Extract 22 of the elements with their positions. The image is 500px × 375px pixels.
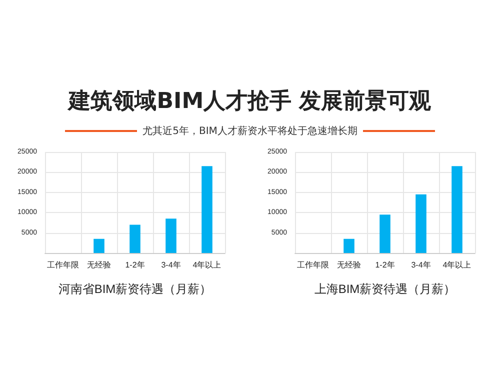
- x-tick-label: 4年以上: [192, 260, 222, 270]
- x-tick-label: 工作年限: [47, 260, 79, 270]
- x-tick-label: 4年以上: [442, 260, 472, 270]
- x-tick-label: 无经验: [87, 260, 111, 270]
- bar: [202, 166, 212, 253]
- bar: [416, 194, 426, 253]
- x-axis-title: 河南省BIM薪资待遇（月薪）: [58, 282, 212, 296]
- x-tick-label: 无经验: [337, 260, 361, 270]
- x-axis-title: 上海BIM薪资待遇（月薪）: [314, 282, 456, 296]
- x-tick-label: 3-4年: [161, 260, 181, 270]
- chart-title: 建筑领域BIM人才抢手 发展前景可观: [66, 88, 432, 116]
- x-tick-label: 1-2年: [125, 260, 145, 270]
- bar: [344, 238, 354, 253]
- x-tick-label: 1-2年: [375, 260, 395, 270]
- bar: [452, 166, 462, 253]
- bar: [94, 238, 104, 253]
- text: 尤其近5年，BIM人才薪资水平将处于急速增长期: [142, 124, 358, 138]
- bar: [130, 224, 140, 253]
- bar: [166, 218, 176, 253]
- x-tick-label: 工作年限: [297, 260, 329, 270]
- bar: [380, 214, 390, 253]
- x-tick-label: 3-4年: [411, 260, 431, 270]
